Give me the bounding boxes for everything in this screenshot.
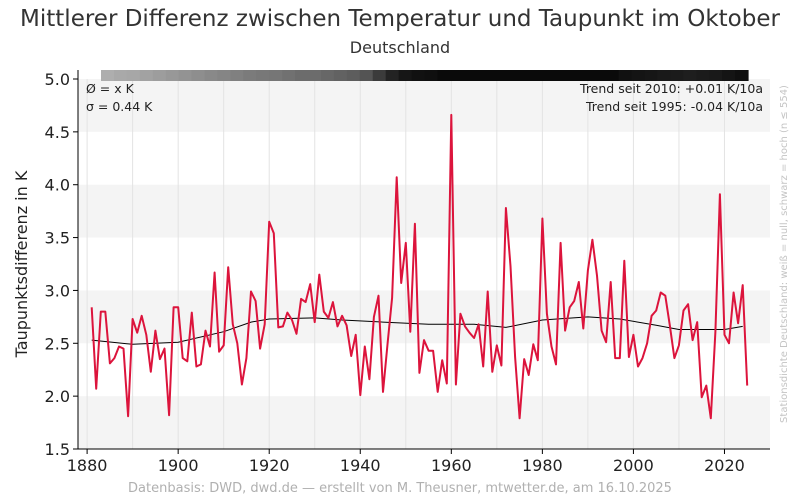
density-cell (165, 70, 180, 81)
density-cell (489, 70, 503, 81)
density-cell (230, 70, 244, 81)
density-cell (269, 70, 283, 81)
x-tick-label: 2020 (704, 456, 745, 475)
density-cell (101, 70, 115, 81)
x-tick-label: 1980 (522, 456, 563, 475)
density-cell (735, 70, 749, 81)
density-cell (359, 70, 374, 81)
density-cell (709, 70, 723, 81)
chart-title: Mittlerer Differenz zwischen Temperatur … (20, 6, 780, 32)
background-bands (78, 79, 770, 449)
density-cell (463, 70, 477, 81)
axes (73, 70, 770, 454)
density-cell (605, 70, 620, 81)
y-tick-label: 4.5 (45, 123, 70, 142)
density-cell (385, 70, 400, 81)
density-cell (398, 70, 413, 81)
density-cell (217, 70, 231, 81)
density-cell (618, 70, 633, 81)
side-legend-text: Stationsdichte Deutschland: weiß = null,… (779, 85, 790, 423)
band (78, 79, 770, 132)
density-cell (204, 70, 219, 81)
density-cell (450, 70, 464, 81)
x-tick-label: 1940 (340, 456, 381, 475)
density-cell (126, 70, 141, 81)
y-axis-title: Taupunktsdifferenz in K (12, 170, 31, 358)
y-tick-label: 4.0 (45, 176, 70, 195)
y-tick-labels: 1.5 2.0 2.5 3.0 3.5 4.0 4.5 5.0 (45, 70, 70, 459)
x-tick-label: 2000 (613, 456, 654, 475)
density-cell (152, 70, 167, 81)
density-cell (553, 70, 568, 81)
density-cell (515, 70, 529, 81)
density-cell (502, 70, 516, 81)
density-cell (644, 70, 659, 81)
series-layer (90, 113, 749, 420)
density-cell (346, 70, 361, 81)
density-cell (333, 70, 348, 81)
y-tick-label: 2.0 (45, 387, 70, 406)
x-tick-label: 1900 (158, 456, 199, 475)
density-cell (683, 70, 697, 81)
density-cell (437, 70, 451, 81)
density-cell (696, 70, 710, 81)
density-cell (579, 70, 594, 81)
y-tick-label: 2.5 (45, 334, 70, 353)
station-density-bar (101, 70, 749, 81)
density-cell (476, 70, 490, 81)
density-cell (411, 70, 426, 81)
density-cell (139, 70, 154, 81)
annotation-sigma: σ = 0.44 K (86, 99, 153, 114)
chart-subtitle: Deutschland (349, 38, 451, 57)
density-cell (308, 70, 322, 81)
footer-credit: Datenbasis: DWD, dwd.de — erstellt von M… (128, 481, 672, 496)
band (78, 396, 770, 449)
density-cell (282, 70, 296, 81)
density-cell (113, 70, 128, 81)
density-cell (592, 70, 607, 81)
density-cell (295, 70, 309, 81)
density-cell (540, 70, 555, 81)
series-line (90, 113, 749, 420)
density-cell (631, 70, 646, 81)
x-tick-labels: 1880 1900 1920 1940 1960 1980 2000 2020 (67, 456, 745, 475)
density-cell (722, 70, 736, 81)
x-tick-label: 1880 (67, 456, 108, 475)
x-tick-label: 1920 (249, 456, 290, 475)
annotation-trend-2010: Trend seit 2010: +0.01 K/10a (579, 81, 763, 96)
density-cell (670, 70, 684, 81)
density-cell (566, 70, 581, 81)
annotation-trend-1995: Trend seit 1995: -0.04 K/10a (585, 99, 763, 114)
density-cell (528, 70, 542, 81)
density-cell (243, 70, 257, 81)
density-cell (372, 70, 387, 81)
y-tick-label: 3.5 (45, 229, 70, 248)
density-cell (657, 70, 671, 81)
vertical-gridlines (86, 79, 725, 449)
density-cell (191, 70, 206, 81)
density-cell (178, 70, 193, 81)
y-tick-label: 5.0 (45, 70, 70, 89)
band (78, 184, 770, 238)
y-tick-label: 1.5 (45, 440, 70, 459)
annotation-mean: Ø = x K (86, 81, 135, 96)
x-tick-label: 1960 (431, 456, 472, 475)
density-cell (424, 70, 439, 81)
density-cell (256, 70, 270, 81)
y-tick-label: 3.0 (45, 281, 70, 300)
density-cell (320, 70, 335, 81)
